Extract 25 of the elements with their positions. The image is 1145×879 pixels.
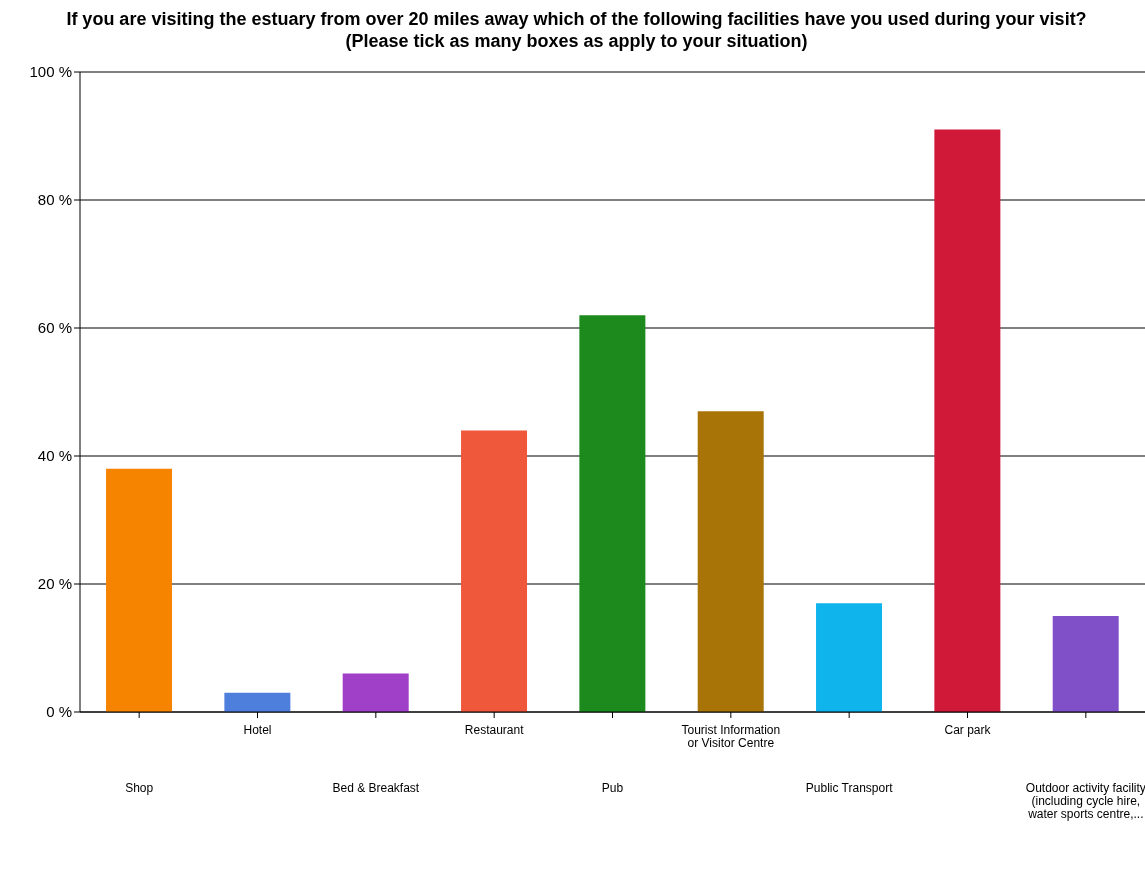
y-tick-label: 80 % bbox=[37, 191, 72, 209]
x-tick-label: Restaurant bbox=[464, 723, 525, 737]
y-tick-label: 60 % bbox=[37, 319, 72, 337]
x-tick-label: Bed & Breakfast bbox=[332, 781, 420, 795]
bar bbox=[106, 468, 173, 712]
bar bbox=[934, 129, 1001, 712]
x-tick-label: Hotel bbox=[243, 723, 272, 737]
y-tick-label: 20 % bbox=[37, 575, 72, 593]
bar bbox=[816, 603, 883, 712]
x-tick-label: Pub bbox=[601, 781, 624, 795]
y-tick-label: 0 % bbox=[46, 703, 72, 721]
x-tick-label: Shop bbox=[125, 781, 154, 795]
x-tick-label: Car park bbox=[944, 723, 992, 737]
y-tick-label: 40 % bbox=[37, 447, 72, 465]
x-tick-label: Outdoor activity facility (including cycle hire, water sports centre,... bbox=[1025, 781, 1145, 821]
bar bbox=[461, 430, 528, 712]
bar bbox=[224, 692, 291, 712]
bar bbox=[697, 411, 764, 712]
y-tick-label: 100 % bbox=[29, 63, 72, 81]
bar bbox=[579, 315, 646, 712]
bar bbox=[1052, 616, 1119, 712]
bar bbox=[342, 673, 409, 712]
chart-title: If you are visiting the estuary from over 20 miles away which of the following facilities have you used during your visit? (Please tick as many boxes as apply to your situation) bbox=[65, 8, 1088, 52]
x-tick-label: Public Transport bbox=[805, 781, 894, 795]
x-tick-label: Tourist Information or Visitor Centre bbox=[681, 723, 781, 750]
